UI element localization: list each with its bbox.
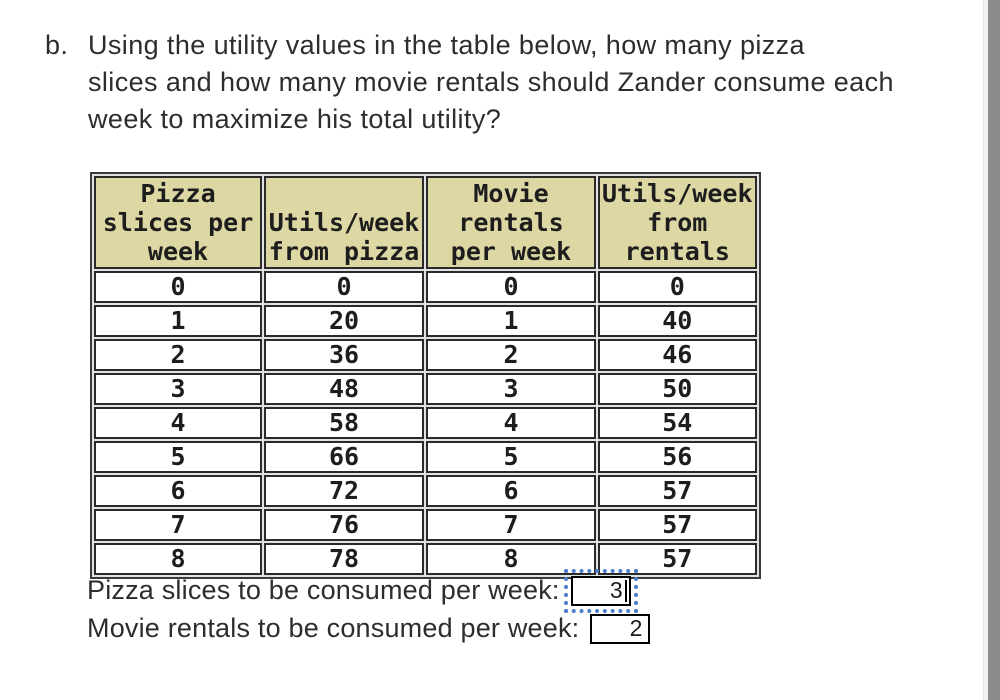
column-header-utils-pizza: Utils/week from pizza [264,176,424,269]
table-cell: 7 [426,509,596,541]
table-cell: 76 [264,509,424,541]
table-row: 3 48 3 50 [94,373,757,405]
table-row: 1 20 1 40 [94,305,757,337]
table-cell: 6 [426,475,596,507]
pizza-answer-label: Pizza slices to be consumed per week: [87,575,560,605]
column-header-pizza-slices: Pizza slices per week [94,176,262,269]
table-row: 7 76 7 57 [94,509,757,541]
table-cell: 46 [598,339,757,371]
table-cell: 54 [598,407,757,439]
movie-input-wrap [590,613,651,644]
question-line-1: Using the utility values in the table be… [88,30,805,60]
pizza-input-wrap [563,568,638,613]
table-cell: 6 [94,475,262,507]
table-row: 5 66 5 56 [94,441,757,473]
table-row: 4 58 4 54 [94,407,757,439]
text-caret [624,579,627,602]
table-row: 6 72 6 57 [94,475,757,507]
question-line-2: slices and how many movie rentals should… [88,67,894,97]
table-cell: 3 [94,373,262,405]
table-cell: 5 [94,441,262,473]
table-header-row: Pizza slices per week Utils/week from pi… [94,176,757,269]
question-block: b. Using the utility values in the table… [45,27,894,138]
table-row: 8 78 8 57 [94,543,757,575]
table-cell: 0 [598,271,757,303]
table-cell: 8 [426,543,596,575]
question-line-3: week to maximize his total utility? [88,104,502,134]
question-item-label: b. [45,30,69,60]
table-cell: 40 [598,305,757,337]
pizza-answer-input[interactable] [563,568,638,613]
table-cell: 0 [264,271,424,303]
table-cell: 48 [264,373,424,405]
table-cell: 1 [94,305,262,337]
table-cell: 58 [264,407,424,439]
table-cell: 3 [426,373,596,405]
table-cell: 50 [598,373,757,405]
table-cell: 72 [264,475,424,507]
movie-answer-row: Movie rentals to be consumed per week: [87,613,651,644]
utility-table: Pizza slices per week Utils/week from pi… [90,172,761,579]
table-cell: 1 [426,305,596,337]
table-row: 2 36 2 46 [94,339,757,371]
question-text: Using the utility values in the table be… [88,27,894,138]
table-cell: 4 [426,407,596,439]
table-cell: 78 [264,543,424,575]
table-cell: 7 [94,509,262,541]
column-header-utils-rentals: Utils/week from rentals [598,176,757,269]
table-row: 0 0 0 0 [94,271,757,303]
scrollbar-track[interactable] [983,0,1000,700]
table-cell: 4 [94,407,262,439]
table-cell: 57 [598,543,757,575]
scrollbar-thumb[interactable] [988,0,1000,700]
table-cell: 2 [94,339,262,371]
table-cell: 57 [598,475,757,507]
table-cell: 20 [264,305,424,337]
table-cell: 8 [94,543,262,575]
table-cell: 0 [94,271,262,303]
table-cell: 56 [598,441,757,473]
movie-answer-label: Movie rentals to be consumed per week: [87,613,580,643]
table-cell: 36 [264,339,424,371]
table-cell: 5 [426,441,596,473]
table-cell: 0 [426,271,596,303]
table-cell: 57 [598,509,757,541]
pizza-answer-row: Pizza slices to be consumed per week: [87,568,638,613]
table-cell: 2 [426,339,596,371]
table-cell: 66 [264,441,424,473]
column-header-movie-rentals: Movie rentals per week [426,176,596,269]
movie-answer-input[interactable] [590,613,651,644]
